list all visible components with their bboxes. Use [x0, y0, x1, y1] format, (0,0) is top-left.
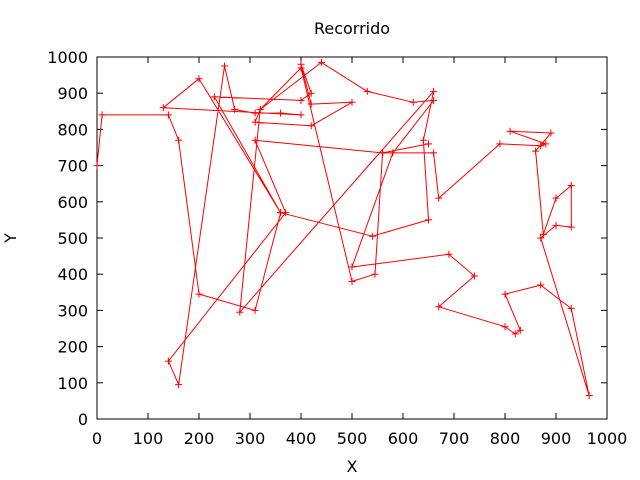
- y-tick-label: 500: [57, 229, 88, 248]
- data-point: [430, 87, 438, 95]
- data-point: [297, 64, 305, 72]
- y-tick-label: 1000: [47, 48, 88, 67]
- data-point: [501, 323, 509, 331]
- x-tick-label: 600: [388, 429, 419, 448]
- data-point: [256, 105, 264, 113]
- data-point: [93, 162, 101, 170]
- data-point: [251, 109, 259, 117]
- data-point: [537, 234, 545, 242]
- x-tick-label: 0: [92, 429, 102, 448]
- data-point: [506, 127, 514, 135]
- data-point: [389, 149, 397, 157]
- data-point: [537, 281, 545, 289]
- data-point: [430, 149, 438, 157]
- data-point: [567, 223, 575, 231]
- data-point: [419, 136, 427, 144]
- data-point: [164, 357, 172, 365]
- y-tick-label: 700: [57, 157, 88, 176]
- data-point: [159, 104, 167, 112]
- markers: [93, 58, 593, 399]
- data-point: [547, 129, 555, 137]
- data-point: [195, 75, 203, 83]
- data-point: [195, 290, 203, 298]
- data-point: [236, 308, 244, 316]
- y-axis-label: Y: [1, 233, 20, 244]
- data-point: [511, 330, 519, 338]
- data-point: [552, 221, 560, 229]
- y-tick-label: 400: [57, 265, 88, 284]
- data-point: [496, 140, 504, 148]
- x-tick-label: 700: [439, 429, 470, 448]
- data-point: [363, 87, 371, 95]
- x-tick-label: 800: [490, 429, 521, 448]
- data-point: [409, 98, 417, 106]
- data-point: [539, 230, 547, 238]
- data-point: [430, 96, 438, 104]
- data-point: [567, 305, 575, 313]
- data-point: [516, 326, 524, 334]
- data-point: [348, 98, 356, 106]
- x-tick-label: 300: [235, 429, 266, 448]
- data-point: [98, 111, 106, 119]
- data-point: [585, 391, 593, 399]
- x-tick-label: 100: [133, 429, 164, 448]
- data-point: [221, 62, 228, 70]
- data-point: [435, 303, 443, 311]
- data-point: [379, 149, 387, 157]
- plot-frame: [96, 56, 608, 420]
- data-point: [164, 111, 172, 119]
- data-point: [277, 109, 285, 117]
- data-point: [368, 232, 376, 240]
- x-tick-label: 400: [286, 429, 317, 448]
- series-layer: [96, 61, 590, 396]
- data-point: [251, 306, 259, 314]
- y-tick-label: 600: [57, 193, 88, 212]
- data-point: [542, 140, 550, 148]
- series-line: [96, 61, 590, 396]
- data-point: [425, 216, 432, 224]
- y-tick-label: 800: [57, 120, 88, 139]
- data-point: [210, 93, 218, 101]
- x-tick-label: 900: [541, 429, 572, 448]
- data-point: [307, 89, 315, 97]
- data-point: [425, 140, 432, 148]
- data-point: [348, 263, 356, 271]
- data-point: [297, 96, 305, 104]
- x-tick-label: 1000: [587, 429, 628, 448]
- y-tick-label: 300: [57, 301, 88, 320]
- data-point: [175, 136, 183, 144]
- data-point: [371, 270, 379, 278]
- data-point: [175, 381, 183, 389]
- data-point: [251, 136, 259, 144]
- data-point: [307, 100, 315, 108]
- x-tick-label: 500: [337, 429, 368, 448]
- y-tick-label: 0: [78, 410, 88, 429]
- data-point: [251, 118, 259, 126]
- data-point: [470, 272, 478, 280]
- data-point: [567, 182, 575, 190]
- data-point: [307, 122, 315, 130]
- axis-ticks: [96, 56, 608, 420]
- data-point: [532, 147, 540, 155]
- x-axis-label: X: [347, 457, 358, 476]
- y-tick-label: 100: [57, 374, 88, 393]
- data-point: [435, 194, 443, 202]
- data-point: [348, 277, 356, 285]
- data-point: [445, 250, 453, 258]
- y-tick-label: 200: [57, 338, 88, 357]
- y-tick-label: 900: [57, 84, 88, 103]
- data-point: [297, 111, 305, 119]
- data-point: [537, 142, 545, 150]
- data-point: [501, 290, 509, 298]
- data-point: [317, 58, 325, 66]
- data-point: [552, 194, 560, 202]
- chart-title: Recorrido: [314, 19, 390, 38]
- data-point: [277, 209, 285, 217]
- data-point: [231, 105, 239, 113]
- tick-labels: 0 100 200 300 400 500 600 700 800 900 1000 0 100 200 3…: [47, 48, 627, 448]
- x-tick-label: 200: [184, 429, 215, 448]
